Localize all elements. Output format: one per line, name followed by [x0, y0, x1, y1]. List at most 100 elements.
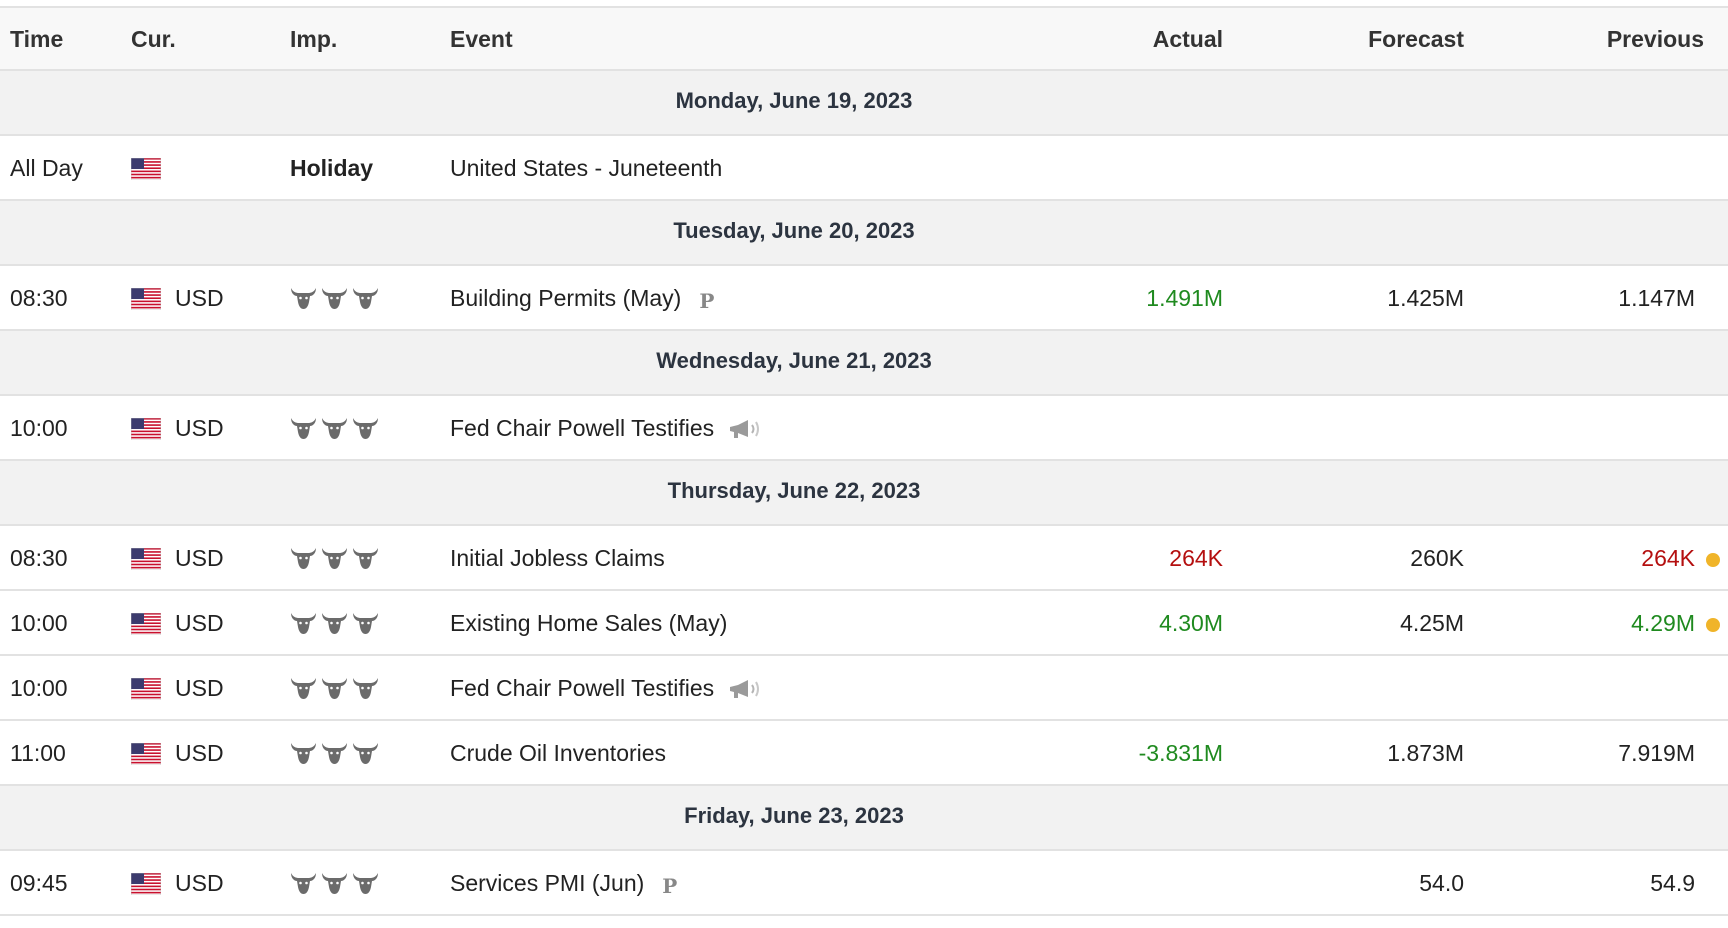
revision-dot-icon[interactable]	[1706, 618, 1720, 632]
bull-head-icon	[321, 611, 348, 641]
forecast-value: 260K	[1410, 545, 1464, 571]
event-row[interactable]: 09:45 USD Services PMI (Jun) P 54.0 54.9	[0, 851, 1728, 916]
preliminary-p-icon: P	[662, 874, 678, 898]
event-time: 08:30	[10, 285, 68, 311]
column-header-time[interactable]: Time	[10, 26, 64, 52]
bull-head-icon	[321, 546, 348, 576]
previous-value: 4.29M	[1631, 610, 1695, 636]
previous-value: 264K	[1641, 545, 1695, 571]
bull-head-icon	[321, 871, 348, 901]
economic-calendar-table: Time Cur. Imp. Event Actual Forecast Pre…	[0, 6, 1728, 916]
event-name-link[interactable]: Fed Chair Powell Testifies	[450, 415, 715, 441]
event-cell[interactable]: Initial Jobless Claims	[450, 545, 665, 572]
event-name-link[interactable]: Fed Chair Powell Testifies	[450, 675, 715, 701]
bull-head-icon	[352, 546, 379, 576]
day-header-row: Wednesday, June 21, 2023	[0, 331, 1728, 396]
forecast-value: 4.25M	[1400, 610, 1464, 636]
us-flag-icon	[130, 287, 162, 311]
bull-head-icon	[352, 286, 379, 316]
bull-head-icon	[352, 676, 379, 706]
event-currency: USD	[175, 415, 224, 441]
event-row[interactable]: 11:00 USD Crude Oil Inventories -3.831M 1.87…	[0, 721, 1728, 786]
event-time: 09:45	[10, 870, 68, 896]
forecast-value: 54.0	[1419, 870, 1464, 896]
event-cell[interactable]: Fed Chair Powell Testifies	[450, 675, 762, 706]
event-row[interactable]: 08:30 USD Initial Jobless Claims 264K 260K 26…	[0, 526, 1728, 591]
table-header: Time Cur. Imp. Event Actual Forecast Pre…	[0, 6, 1728, 71]
importance-rating	[290, 871, 379, 901]
bull-head-icon	[290, 546, 317, 576]
event-row[interactable]: 08:30 USD Building Permits (May) P 1.491M 1.4…	[0, 266, 1728, 331]
event-currency: USD	[175, 545, 224, 571]
event-time: All Day	[10, 155, 83, 181]
event-cell[interactable]: Existing Home Sales (May)	[450, 610, 727, 637]
column-header-importance[interactable]: Imp.	[290, 26, 338, 52]
event-cell[interactable]: Fed Chair Powell Testifies	[450, 415, 762, 446]
preliminary-p-icon: P	[699, 289, 715, 313]
speaker-icon	[728, 418, 762, 446]
event-row[interactable]: 10:00 USD Fed Chair Powell Testifies	[0, 656, 1728, 721]
event-name-link[interactable]: Initial Jobless Claims	[450, 545, 665, 571]
actual-value: -3.831M	[1138, 740, 1223, 766]
day-header-row: Friday, June 23, 2023	[0, 786, 1728, 851]
us-flag-icon	[130, 612, 162, 636]
column-header-currency[interactable]: Cur.	[131, 26, 176, 52]
bull-head-icon	[290, 741, 317, 771]
bull-head-icon	[290, 286, 317, 316]
event-name-link[interactable]: Services PMI (Jun)	[450, 870, 645, 896]
event-name-link[interactable]: Existing Home Sales (May)	[450, 610, 728, 636]
event-currency: USD	[175, 870, 224, 896]
revision-dot-icon[interactable]	[1706, 553, 1720, 567]
bull-head-icon	[321, 741, 348, 771]
holiday-label: Holiday	[290, 155, 374, 181]
column-header-event[interactable]: Event	[450, 26, 513, 52]
previous-value: 7.919M	[1618, 740, 1695, 766]
event-cell[interactable]: United States - Juneteenth	[450, 155, 722, 182]
event-currency: USD	[175, 285, 224, 311]
event-name-link[interactable]: Crude Oil Inventories	[450, 740, 667, 766]
column-header-previous[interactable]: Previous	[1606, 26, 1704, 52]
bull-head-icon	[290, 676, 317, 706]
actual-value: 264K	[1169, 545, 1223, 571]
bull-head-icon	[352, 871, 379, 901]
column-header-actual[interactable]: Actual	[1152, 26, 1223, 52]
event-cell[interactable]: Services PMI (Jun) P	[450, 870, 677, 898]
importance-rating	[290, 546, 379, 576]
day-header-row: Monday, June 19, 2023	[0, 71, 1728, 136]
event-time: 10:00	[10, 610, 68, 636]
day-date-label: Tuesday, June 20, 2023	[673, 218, 915, 243]
us-flag-icon	[130, 872, 162, 896]
actual-value: 4.30M	[1159, 610, 1223, 636]
event-cell[interactable]: Building Permits (May) P	[450, 285, 714, 313]
event-row[interactable]: All Day Holiday United States - Juneteenth	[0, 136, 1728, 201]
event-time: 11:00	[10, 740, 66, 766]
us-flag-icon	[130, 677, 162, 701]
bull-head-icon	[352, 741, 379, 771]
event-row[interactable]: 10:00 USD Fed Chair Powell Testifies	[0, 396, 1728, 461]
importance-rating	[290, 676, 379, 706]
event-currency: USD	[175, 675, 224, 701]
day-header-row: Tuesday, June 20, 2023	[0, 201, 1728, 266]
importance-rating	[290, 416, 379, 446]
us-flag-icon	[130, 742, 162, 766]
forecast-value: 1.425M	[1387, 285, 1464, 311]
event-row[interactable]: 10:00 USD Existing Home Sales (May) 4.30M 4.…	[0, 591, 1728, 656]
day-date-label: Friday, June 23, 2023	[684, 803, 904, 828]
event-cell[interactable]: Crude Oil Inventories	[450, 740, 666, 767]
day-date-label: Thursday, June 22, 2023	[667, 478, 921, 503]
previous-value: 54.9	[1650, 870, 1695, 896]
event-time: 08:30	[10, 545, 68, 571]
event-name-link[interactable]: Building Permits (May)	[450, 285, 682, 311]
previous-value: 1.147M	[1618, 285, 1695, 311]
column-header-forecast[interactable]: Forecast	[1368, 26, 1464, 52]
speaker-icon	[728, 678, 762, 706]
actual-value: 1.491M	[1146, 285, 1223, 311]
us-flag-icon	[130, 417, 162, 441]
bull-head-icon	[290, 871, 317, 901]
bull-head-icon	[290, 416, 317, 446]
event-time: 10:00	[10, 415, 68, 441]
us-flag-icon	[130, 547, 162, 571]
event-name-link[interactable]: United States - Juneteenth	[450, 155, 723, 181]
importance-rating	[290, 286, 379, 316]
day-date-label: Wednesday, June 21, 2023	[656, 348, 932, 373]
